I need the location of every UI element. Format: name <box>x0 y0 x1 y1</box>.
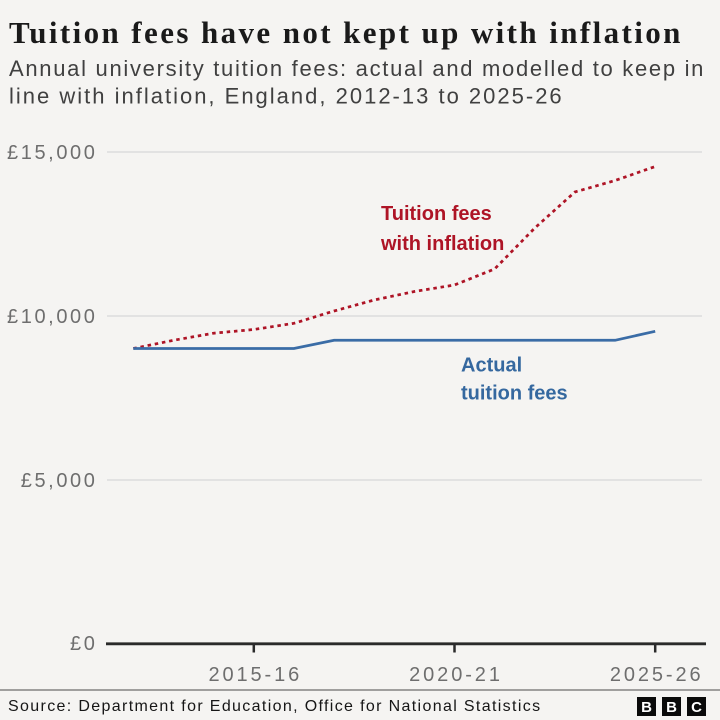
svg-text:line with inflation, England,: line with inflation, England, 2012-13 to… <box>9 84 564 109</box>
svg-text:2015-16: 2015-16 <box>208 664 302 686</box>
svg-text:tuition fees: tuition fees <box>461 383 568 405</box>
svg-text:2020-21: 2020-21 <box>409 664 503 686</box>
svg-text:£5,000: £5,000 <box>21 470 98 492</box>
svg-text:£10,000: £10,000 <box>7 306 98 328</box>
svg-text:Tuition fees: Tuition fees <box>381 203 492 225</box>
svg-text:Actual: Actual <box>461 355 522 377</box>
svg-text:2025-26: 2025-26 <box>610 664 704 686</box>
svg-text:Tuition fees have not kept up: Tuition fees have not kept up with infla… <box>9 15 683 50</box>
svg-text:B: B <box>666 699 677 716</box>
svg-text:B: B <box>641 699 652 716</box>
svg-text:C: C <box>691 699 702 716</box>
svg-text:Source: Department for Educati: Source: Department for Education, Office… <box>8 698 541 715</box>
svg-text:£0: £0 <box>70 633 97 655</box>
svg-text:Annual university tuition fees: Annual university tuition fees: actual a… <box>9 56 705 81</box>
svg-text:£15,000: £15,000 <box>7 142 98 164</box>
svg-text:with inflation: with inflation <box>380 233 504 255</box>
